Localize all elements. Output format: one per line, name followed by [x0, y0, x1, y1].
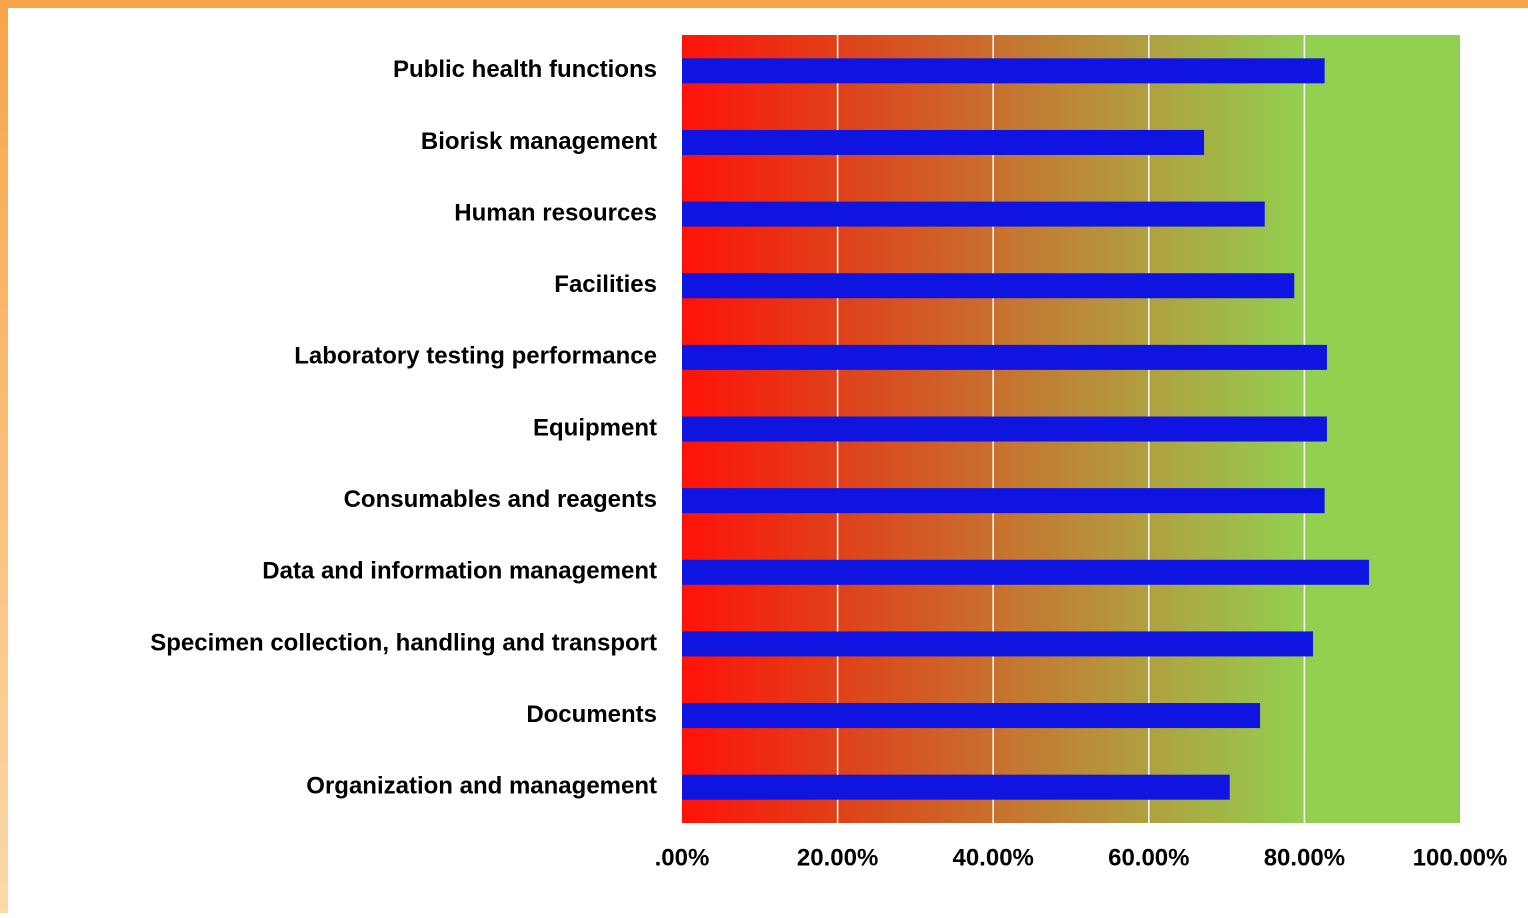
bar [682, 774, 1230, 800]
y-tick-label: Laboratory testing performance [294, 343, 657, 370]
y-tick-label: Organization and management [306, 773, 657, 800]
x-tick-label: 20.00% [797, 844, 878, 871]
x-tick-label: 40.00% [952, 844, 1033, 871]
bar [682, 129, 1205, 155]
x-tick-label: .00% [655, 844, 710, 871]
y-tick-label: Data and information management [262, 558, 657, 585]
bar [682, 559, 1369, 585]
bar [682, 631, 1313, 657]
bar [682, 201, 1265, 227]
y-tick-label: Facilities [554, 271, 657, 298]
x-tick-label: 100.00% [1413, 844, 1508, 871]
y-tick-label: Human resources [454, 199, 657, 226]
x-tick-label: 80.00% [1264, 844, 1345, 871]
y-tick-label: Biorisk management [421, 128, 657, 155]
x-tick-label: 60.00% [1108, 844, 1189, 871]
bar [682, 703, 1261, 729]
y-tick-label: Equipment [533, 414, 657, 441]
y-tick-label: Public health functions [393, 56, 657, 83]
bar [682, 416, 1327, 442]
bar [682, 488, 1325, 514]
bar [682, 344, 1327, 370]
bar [682, 58, 1325, 84]
y-tick-label: Documents [526, 701, 657, 728]
y-tick-label: Consumables and reagents [344, 486, 657, 513]
bar [682, 273, 1295, 299]
y-tick-label: Specimen collection, handling and transp… [150, 629, 657, 656]
